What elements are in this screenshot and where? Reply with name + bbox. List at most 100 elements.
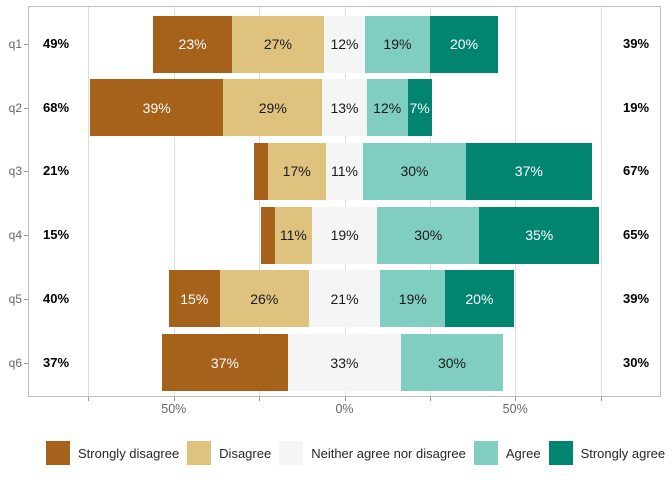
segment-strongly-disagree: 15%	[168, 270, 220, 328]
segment-neither-agree-nor-disagree: 11%	[325, 142, 364, 200]
segment-label: 15%	[180, 290, 209, 307]
left-total-q4: 15%	[42, 227, 70, 243]
y-axis-label-q2: q2	[8, 100, 22, 115]
x-axis-tick-label: 50%	[485, 402, 545, 416]
segment-label: 29%	[258, 99, 287, 116]
left-total-q5: 40%	[42, 290, 70, 306]
right-total-q2: 19%	[622, 99, 650, 115]
segment-disagree: 11%	[274, 206, 313, 264]
segment-strongly-agree: 35%	[479, 206, 599, 264]
segment-label: 30%	[400, 163, 429, 180]
legend-swatch-agree	[473, 441, 498, 465]
left-total-q3: 21%	[42, 163, 70, 179]
y-axis-tick	[24, 107, 28, 109]
bar-row-q5: 15% 26% 21% 19% 20%	[168, 270, 514, 328]
y-axis-label-q6: q6	[8, 355, 22, 370]
segment-agree: 30%	[400, 334, 504, 391]
segment-label: 26%	[250, 290, 279, 307]
right-total-q6: 30%	[622, 354, 650, 370]
y-axis-label-q1: q1	[8, 37, 22, 51]
segment-agree: 30%	[377, 206, 480, 264]
y-axis-tick	[24, 44, 28, 45]
y-axis-tick	[24, 298, 28, 300]
segment-label: 11%	[279, 227, 307, 244]
segment-label: 12%	[330, 36, 359, 52]
gridline	[600, 7, 602, 396]
segment-label: 37%	[514, 163, 543, 180]
segment-label: 39%	[142, 99, 171, 116]
segment-disagree: 27%	[231, 15, 324, 73]
x-axis-tick	[344, 397, 346, 401]
bar-row-q3: 17% 11% 30% 37%	[254, 142, 592, 200]
legend-swatch-neither-agree-nor-disagree	[279, 441, 304, 465]
segment-label: 33%	[330, 354, 359, 371]
segment-neither-agree-nor-disagree: 13%	[322, 79, 367, 137]
segment-agree: 30%	[363, 142, 466, 200]
gridline	[88, 7, 90, 396]
x-axis-tick	[429, 397, 431, 401]
legend-label: Strongly agree	[580, 445, 666, 461]
segment-agree: 19%	[364, 15, 430, 73]
segment-label: 30%	[414, 227, 443, 244]
segment-label: 20%	[450, 36, 479, 52]
x-axis-tick-label-text: 50%	[502, 402, 528, 416]
gridline	[173, 7, 175, 396]
y-axis-label-q4: q4	[8, 228, 22, 243]
x-axis-tick	[600, 397, 602, 401]
legend-item-disagree: Disagree	[187, 441, 271, 465]
segment-label: 19%	[383, 36, 412, 52]
x-axis-tick	[515, 397, 517, 401]
segment-agree: 19%	[380, 270, 446, 328]
x-axis-tick	[88, 397, 90, 401]
right-total-q5: 39%	[622, 290, 650, 306]
segment-label: 23%	[178, 36, 207, 52]
legend-label: Disagree	[219, 445, 272, 461]
gridline	[515, 7, 517, 396]
segment-strongly-agree: 20%	[429, 15, 499, 73]
segment-label: 21%	[330, 290, 359, 307]
segment-label: 19%	[398, 290, 427, 307]
segment-disagree: 29%	[223, 79, 323, 137]
segment-label: 13%	[330, 99, 359, 116]
y-axis-tick	[24, 235, 28, 237]
segment-agree: 12%	[366, 79, 408, 137]
segment-neither-agree-nor-disagree: 33%	[288, 334, 401, 391]
segment-strongly-disagree	[260, 206, 275, 264]
legend-swatch-strongly-disagree	[46, 441, 70, 465]
legend-item-strongly-disagree: Strongly disagree	[46, 441, 179, 465]
legend-label: Strongly disagree	[78, 445, 180, 461]
right-total-q1: 39%	[622, 36, 650, 51]
segment-strongly-disagree: 23%	[153, 15, 232, 73]
legend-swatch-strongly-agree	[548, 441, 573, 465]
left-total-q2: 68%	[42, 99, 70, 115]
gridline	[259, 7, 261, 396]
y-axis-label-q3: q3	[8, 164, 22, 179]
segment-label: 35%	[525, 227, 554, 244]
segment-strongly-agree: 7%	[407, 79, 432, 137]
legend-swatch-disagree	[187, 441, 212, 465]
segment-neither-agree-nor-disagree: 12%	[323, 15, 365, 73]
x-axis-tick-label-text: 50%	[161, 402, 187, 416]
y-axis-tick	[24, 171, 28, 173]
x-axis-tick-label-text: 0%	[335, 402, 354, 416]
segment-neither-agree-nor-disagree: 21%	[308, 270, 381, 328]
segment-label: 7%	[409, 99, 430, 116]
segment-label: 37%	[210, 354, 239, 371]
segment-label: 11%	[330, 163, 358, 180]
legend: Strongly disagree Disagree Neither agree n…	[46, 441, 665, 465]
x-axis-tick	[259, 397, 261, 401]
legend-item-neither-agree-nor-disagree: Neither agree nor disagree	[279, 441, 466, 465]
left-total-q6: 37%	[42, 354, 70, 370]
segment-label: 19%	[330, 227, 359, 244]
right-total-q4: 65%	[622, 227, 650, 243]
segment-neither-agree-nor-disagree: 19%	[312, 206, 378, 264]
gridline	[344, 7, 346, 396]
right-total-q3: 67%	[622, 163, 650, 179]
bar-row-q4: 11% 19% 30% 35%	[260, 206, 599, 264]
segment-strongly-disagree: 37%	[161, 334, 289, 391]
y-axis-label-q5: q5	[8, 291, 22, 306]
bar-row-q2: 39% 29% 13% 12% 7%	[90, 79, 432, 137]
segment-label: 17%	[282, 163, 311, 180]
bar-row-q6: 37% 33% 30%	[161, 334, 504, 391]
segment-disagree: 17%	[267, 142, 326, 200]
